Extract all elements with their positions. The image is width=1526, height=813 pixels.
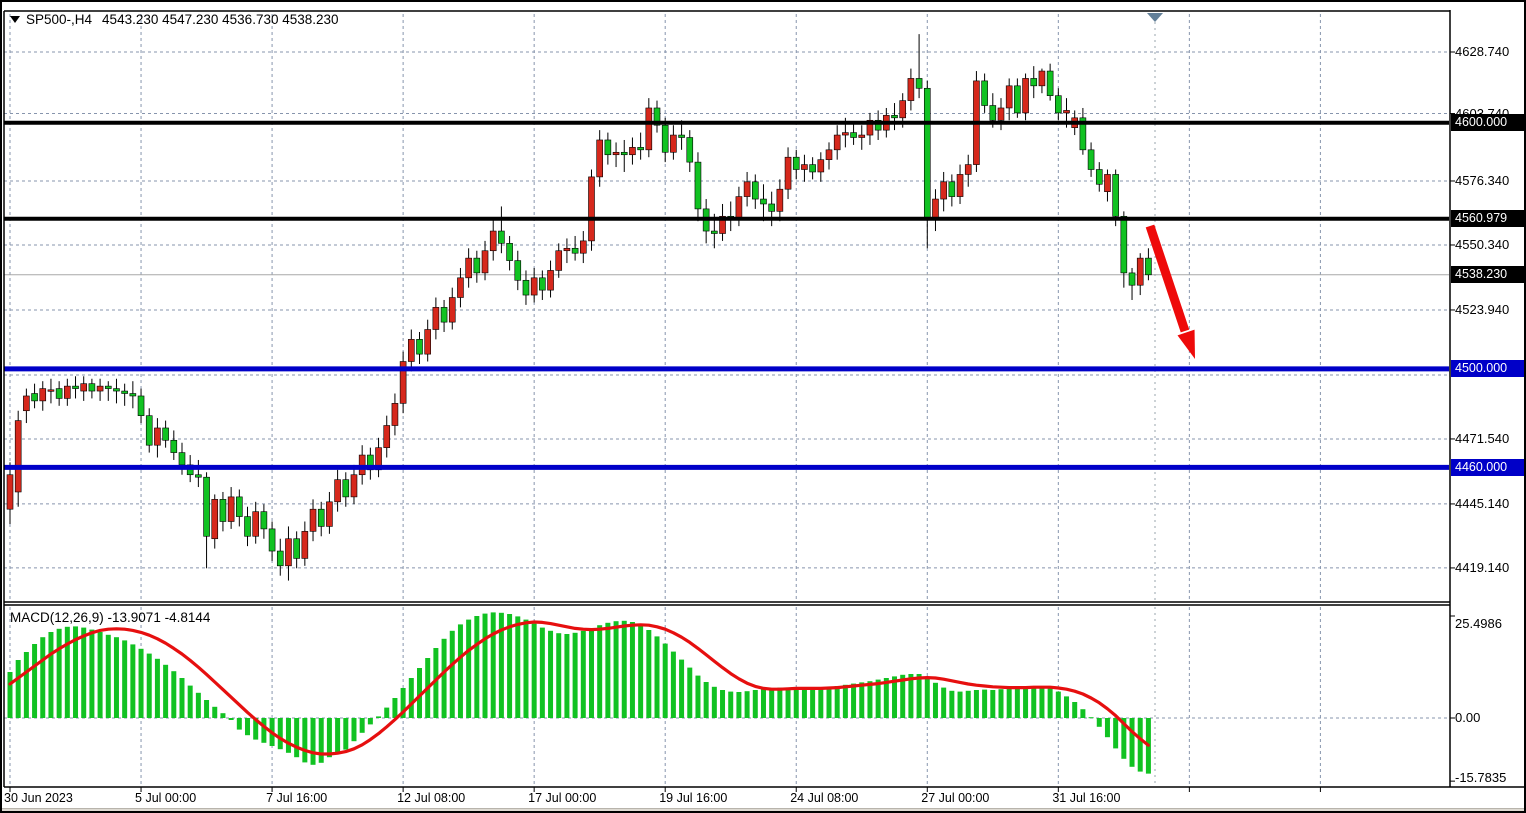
symbol-period-label: SP500-,H4 <box>26 11 93 27</box>
horizontal-scrollbar[interactable] <box>2 808 1524 811</box>
chart-title-bar: SP500-,H4 4543.230 4547.230 4536.730 453… <box>10 11 339 27</box>
macd-indicator-label: MACD(12,26,9) -13.9071 -4.8144 <box>10 610 211 625</box>
time-axis-label: 7 Jul 16:00 <box>266 791 328 805</box>
price-axis-badge: 4500.000 <box>1451 360 1524 378</box>
time-axis-label: 19 Jul 16:00 <box>659 791 728 805</box>
time-axis-label: 5 Jul 00:00 <box>135 791 197 805</box>
trend-arrow-head[interactable] <box>1177 329 1195 359</box>
macd-histogram <box>7 612 1151 774</box>
price-axis-area[interactable] <box>1451 2 1526 813</box>
price-axis-label: 4550.340 <box>1455 236 1510 252</box>
macd-axis-label: 25.4986 <box>1455 615 1502 631</box>
time-axis-area[interactable] <box>2 788 1526 808</box>
price-axis-label: 4628.740 <box>1455 44 1510 59</box>
price-axis-label: 4419.140 <box>1455 559 1510 575</box>
price-axis-badge: 4560.979 <box>1451 210 1524 228</box>
macd-axis-label: -15.7835 <box>1455 770 1507 785</box>
price-axis-badge: 4538.230 <box>1451 266 1524 284</box>
price-axis-label: 4471.540 <box>1455 430 1510 446</box>
macd-axis-label: 0.00 <box>1455 710 1481 725</box>
time-axis-label: 30 Jun 2023 <box>4 791 73 805</box>
time-axis-label: 17 Jul 00:00 <box>528 791 597 805</box>
macd-signal-line <box>8 620 1151 756</box>
price-axis-badge: 4600.000 <box>1451 114 1524 132</box>
time-axis-label: 31 Jul 16:00 <box>1052 791 1121 805</box>
time-axis-label: 27 Jul 00:00 <box>921 791 990 805</box>
trend-arrow-shaft <box>1145 224 1190 333</box>
symbol-dropdown-icon[interactable] <box>10 15 20 23</box>
time-axis-label: 24 Jul 08:00 <box>790 791 859 805</box>
price-axis-label: 4576.340 <box>1455 172 1510 188</box>
price-axis-badge: 4460.000 <box>1451 458 1524 476</box>
time-axis-label: 12 Jul 08:00 <box>397 791 466 805</box>
bar-shift-marker-icon[interactable] <box>1147 13 1163 22</box>
price-axis-label: 4445.140 <box>1455 495 1510 511</box>
title-ohlc-values: 4543.230 4547.230 4536.730 4538.230 <box>102 11 339 27</box>
price-axis-label: 4523.940 <box>1455 301 1510 317</box>
